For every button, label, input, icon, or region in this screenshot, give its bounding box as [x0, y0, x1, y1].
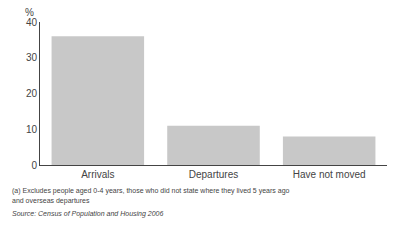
- svg-text:Arrivals: Arrivals: [81, 169, 114, 180]
- svg-text:%: %: [25, 7, 34, 18]
- svg-text:(a) Excludes people aged 0-4 y: (a) Excludes people aged 0-4 years, thos…: [12, 187, 290, 195]
- svg-text:30: 30: [26, 52, 38, 63]
- svg-text:Source: Census of Population a: Source: Census of Population and Housing…: [12, 210, 163, 218]
- svg-text:20: 20: [26, 88, 38, 99]
- svg-text:0: 0: [31, 160, 37, 171]
- svg-text:Have not moved: Have not moved: [293, 169, 366, 180]
- svg-text:40: 40: [26, 17, 38, 28]
- svg-text:Departures: Departures: [189, 169, 238, 180]
- svg-text:10: 10: [26, 124, 38, 135]
- svg-text:and overseas departures: and overseas departures: [12, 197, 90, 205]
